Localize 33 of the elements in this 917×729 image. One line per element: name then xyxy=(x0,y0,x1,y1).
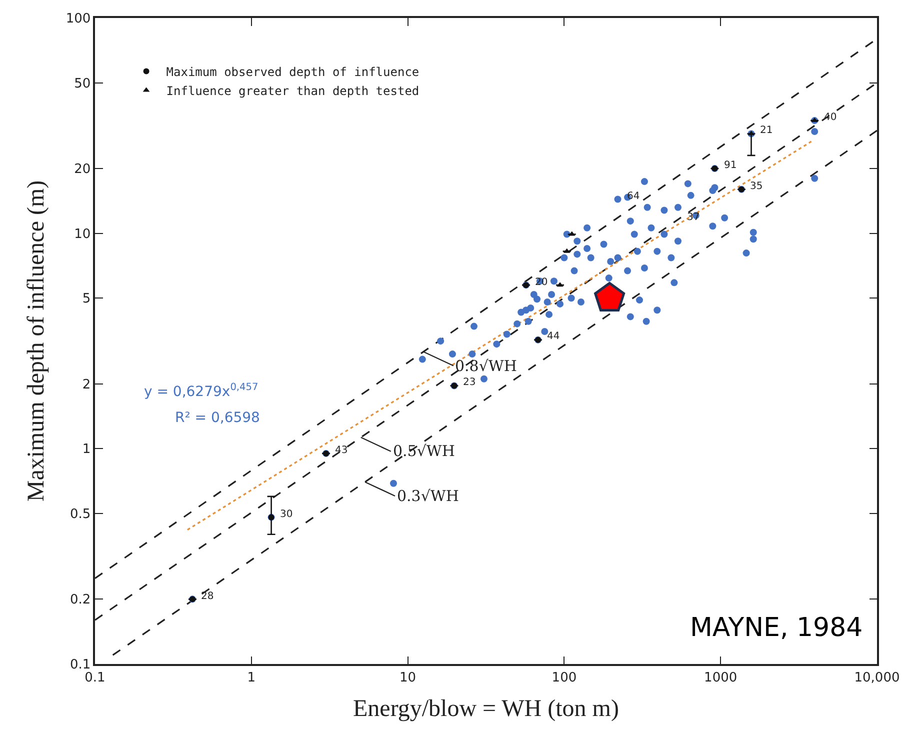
legend-label: 0.3√WH xyxy=(397,487,459,505)
x-axis-title: Energy/blow = WH (ton m) xyxy=(353,696,619,722)
annotation: y = 0,6279x$^{0,457}$ xyxy=(144,382,258,400)
y-tick-label: 50 xyxy=(74,76,91,92)
y-tick-label: 10 xyxy=(74,226,91,242)
annotation: 35 xyxy=(750,181,763,192)
y-tick-label: 2 xyxy=(82,377,91,392)
x-tick-label: 10,000 xyxy=(854,670,900,686)
y-tick-label: 0.1 xyxy=(70,658,91,673)
y-tick-label: 0.5 xyxy=(70,507,91,522)
annotation: 44 xyxy=(547,331,560,342)
y-tick-label: 100 xyxy=(66,12,91,27)
y-tick-label: 1 xyxy=(82,442,91,458)
annotation: 91 xyxy=(724,160,737,171)
annotation: MAYNE, 1984 xyxy=(690,613,863,643)
x-tick-label: 10 xyxy=(400,670,416,686)
annotation: 21 xyxy=(760,125,773,136)
annotation: R² = 0,6598 xyxy=(175,410,260,426)
y-axis-title: Maximum depth of influence (m) xyxy=(23,180,50,502)
annotation: 28 xyxy=(201,591,214,602)
x-tick-label: 1000 xyxy=(704,670,738,686)
legend-label: 0.8√WH xyxy=(455,357,517,375)
annotation: 23 xyxy=(463,377,476,388)
legend-label: 0.5√WH xyxy=(393,442,455,460)
x-tick-label: 100 xyxy=(552,670,577,686)
x-tick-label: 1 xyxy=(247,670,256,686)
y-tick-label: 0.2 xyxy=(70,592,91,608)
y-tick-label: 20 xyxy=(74,162,91,178)
annotation: 43 xyxy=(335,445,348,456)
legend-label: Influence greater than depth tested xyxy=(166,84,420,98)
y-tick-label: 5 xyxy=(82,292,91,307)
annotation: 30 xyxy=(280,509,293,520)
legend-label: Maximum observed depth of influence xyxy=(166,64,420,79)
